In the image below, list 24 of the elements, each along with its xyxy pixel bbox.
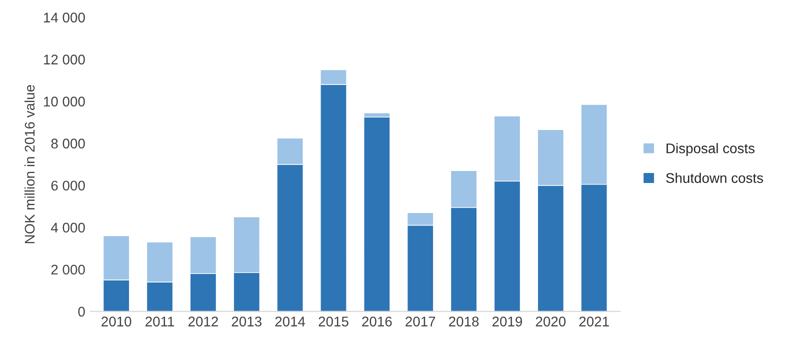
y-tick-label: 14 000 bbox=[44, 12, 85, 22]
x-tick-label: 2016 bbox=[362, 316, 392, 326]
x-tick-label: 2011 bbox=[146, 316, 174, 326]
y-tick-label: 10 000 bbox=[44, 96, 85, 106]
legend-label: Disposal costs bbox=[666, 143, 755, 156]
y-tick-label: 2 000 bbox=[51, 264, 85, 275]
y-axis-title: NOK million in 2016 value bbox=[24, 85, 35, 244]
bar bbox=[364, 116, 390, 312]
x-tick-label: 2018 bbox=[449, 316, 479, 326]
x-tick-label: 2015 bbox=[318, 316, 348, 326]
x-tick-label: 2014 bbox=[275, 316, 306, 326]
y-tick-label: 0 bbox=[78, 306, 85, 317]
x-tick-label: 2013 bbox=[232, 316, 262, 326]
y-tick-label: 8 000 bbox=[51, 138, 85, 149]
x-tick-label: 2019 bbox=[492, 316, 522, 326]
x-tick-label: 2012 bbox=[188, 316, 218, 326]
x-tick-label: 2021 bbox=[579, 316, 609, 326]
legend-label: Shutdown costs bbox=[666, 172, 764, 183]
y-tick-label: 4 000 bbox=[50, 222, 85, 233]
x-tick-label: 2017 bbox=[406, 316, 436, 326]
x-tick-label: 2010 bbox=[102, 316, 132, 326]
y-tick-label: 6 000 bbox=[51, 180, 85, 191]
x-tick-label: 2020 bbox=[536, 316, 566, 326]
y-tick-label: 12 000 bbox=[44, 54, 85, 64]
